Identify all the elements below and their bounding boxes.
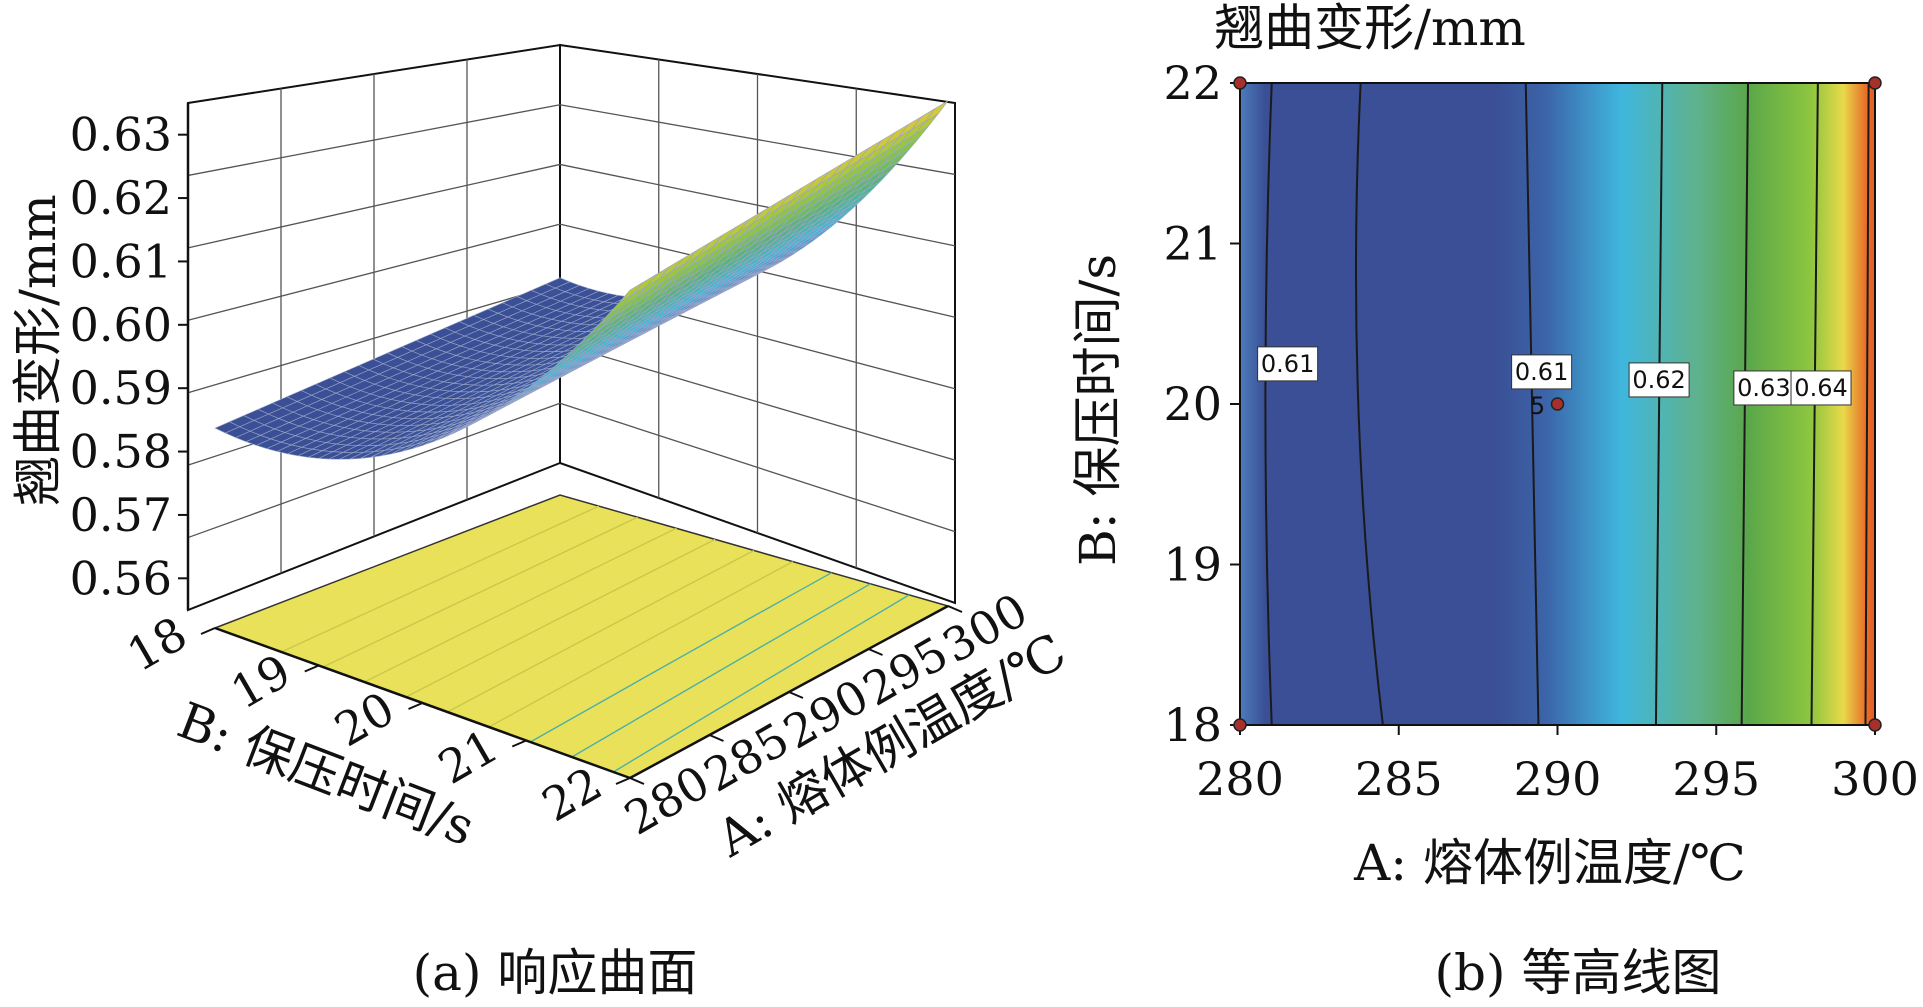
y-tick-mark xyxy=(304,664,320,673)
y-tick-label: 18 xyxy=(118,606,196,682)
corner-design-point xyxy=(1868,718,1882,732)
floor-contour-line xyxy=(405,538,716,698)
contour-x-tick-label: 285 xyxy=(1355,752,1443,806)
x-tick-mark xyxy=(868,648,883,656)
contour-label-box xyxy=(1511,354,1573,390)
x-tick-mark xyxy=(709,734,724,742)
floor-contour-line xyxy=(488,560,794,728)
floor-contour-line xyxy=(613,594,910,773)
contour-x-label: A: 熔体例温度/℃ xyxy=(1353,834,1746,892)
response-surface xyxy=(214,100,949,460)
floor-contour-line xyxy=(364,527,677,683)
contour-line xyxy=(1654,82,1664,726)
contour-y-label: B: 保压时间/s xyxy=(1069,254,1127,566)
contour-label-box xyxy=(1628,362,1690,398)
contour-title: 翘曲变形/mm xyxy=(1214,0,1526,57)
corner-design-point xyxy=(1233,718,1247,732)
contour-label: 0.63 xyxy=(1737,374,1790,402)
contour-x-tick-label: 295 xyxy=(1672,752,1760,806)
z-tick-label: 0.56 xyxy=(70,551,172,605)
contour-label: 0.61 xyxy=(1515,358,1568,386)
corner-design-point xyxy=(1233,76,1247,90)
contour-x-tick-label: 280 xyxy=(1196,752,1284,806)
y-tick-mark xyxy=(615,777,631,785)
contour-line xyxy=(1864,82,1870,726)
contour-y-tick-label: 22 xyxy=(1163,56,1222,110)
z-tick-label: 0.61 xyxy=(70,234,172,288)
corner-design-point xyxy=(1868,76,1882,90)
z-tick-label: 0.58 xyxy=(70,425,172,479)
contour-y-tick-label: 20 xyxy=(1163,377,1222,431)
contour-label: 0.62 xyxy=(1632,366,1685,394)
contour-label-box xyxy=(1733,370,1795,406)
y-tick-mark xyxy=(200,627,216,635)
contour-x-tick-label: 300 xyxy=(1831,752,1919,806)
z-tick-label: 0.62 xyxy=(70,171,172,225)
contour-y-tick-label: 19 xyxy=(1163,538,1222,592)
floor-contour-lines xyxy=(281,505,910,773)
floor-contour-line xyxy=(530,572,832,743)
x-tick-mark xyxy=(947,605,963,613)
contour-label-box xyxy=(1790,370,1852,406)
z-tick-label: 0.57 xyxy=(70,488,172,542)
y-tick-mark xyxy=(511,739,527,748)
surface-y-label: B: 保压时间/s xyxy=(170,691,482,857)
x-tick-mark xyxy=(788,691,804,699)
contour-x-tick-label: 290 xyxy=(1514,752,1602,806)
surface-z-label: 翘曲变形/mm xyxy=(9,194,67,506)
x-tick-mark xyxy=(629,777,645,785)
contour-line xyxy=(1264,82,1273,726)
contour-label: 0.64 xyxy=(1794,374,1847,402)
contour-caption: (b) 等高线图 xyxy=(1435,944,1722,1002)
center-point-count: 5 xyxy=(1530,392,1545,420)
surface-facet xyxy=(619,281,644,303)
z-tick-label: 0.63 xyxy=(70,108,172,162)
design-points: 5 xyxy=(1233,76,1882,732)
contour-axis-ticks: 280 285 290 295 300 18 19 20 21 22 xyxy=(1163,56,1918,806)
contour-label-box xyxy=(1257,346,1319,382)
contour-y-tick-label: 18 xyxy=(1163,698,1222,752)
z-tick-label: 0.59 xyxy=(70,361,172,415)
contour-line xyxy=(1354,82,1384,726)
contour-line xyxy=(1524,82,1540,726)
y-tick-mark xyxy=(408,702,423,710)
contour-y-tick-label: 21 xyxy=(1163,217,1222,271)
floor-contour-line xyxy=(322,516,638,668)
center-design-point xyxy=(1550,397,1565,411)
floor-contour-line xyxy=(281,505,600,653)
floor-contour-line xyxy=(571,583,871,758)
surface-caption: (a) 响应曲面 xyxy=(413,944,698,1002)
contour-value-labels: 0.61 0.61 0.62 0.63 0.64 xyxy=(1257,346,1852,406)
floor-contour-line xyxy=(447,549,755,713)
z-tick-label: 0.60 xyxy=(70,298,172,352)
contour-label: 0.61 xyxy=(1261,350,1314,378)
